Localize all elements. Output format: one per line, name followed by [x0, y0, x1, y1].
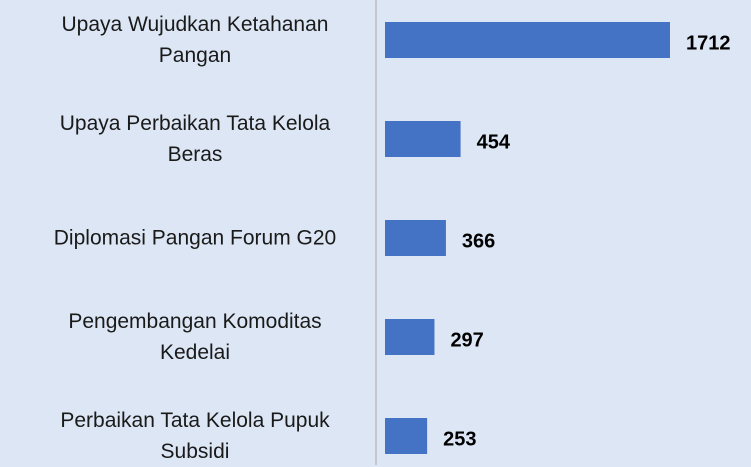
category-label: Upaya Wujudkan Ketahanan Pangan — [61, 13, 329, 67]
category-label: Diplomasi Pangan Forum G20 — [53, 226, 337, 250]
category-label: Upaya Perbaikan Tata Kelola Beras — [59, 112, 331, 166]
value-label: 1712 — [686, 32, 731, 54]
value-label: 454 — [477, 131, 511, 153]
bar — [385, 22, 670, 58]
bar — [385, 220, 446, 256]
category-label: Perbaikan Tata Kelola Pupuk Subsidi — [60, 409, 330, 463]
bar — [385, 121, 461, 157]
value-label: 297 — [450, 329, 483, 351]
value-label: 366 — [462, 230, 495, 252]
category-label: Pengembangan Komoditas Kedelai — [68, 310, 322, 364]
value-label: 253 — [443, 428, 476, 450]
bar — [385, 319, 435, 355]
bar — [385, 418, 428, 454]
